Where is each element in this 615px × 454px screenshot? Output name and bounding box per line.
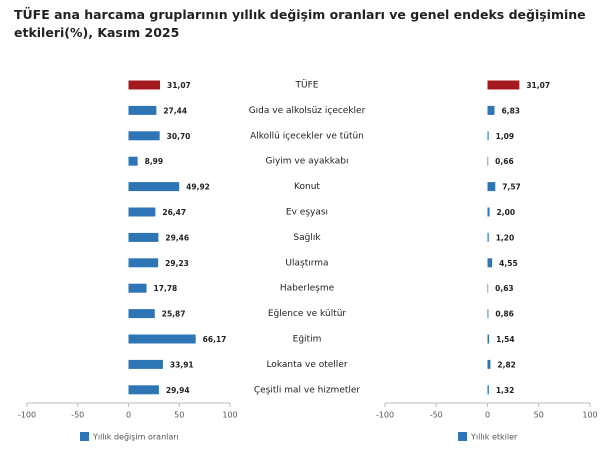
x-tick-label: 50 xyxy=(534,411,544,420)
category-label: Konut xyxy=(294,182,320,192)
value-label: 0,66 xyxy=(495,157,514,166)
category-label: Haberleşme xyxy=(280,284,335,294)
x-tick-label: -50 xyxy=(430,411,443,420)
bar xyxy=(128,334,196,344)
value-label: 31,07 xyxy=(167,81,191,90)
value-label: 33,91 xyxy=(170,360,194,369)
bar xyxy=(128,258,159,268)
value-label: 1,54 xyxy=(496,335,515,344)
category-label: Sağlık xyxy=(293,233,321,243)
x-tick-label: -100 xyxy=(18,411,36,420)
legend-swatch xyxy=(458,432,467,441)
bar xyxy=(128,105,157,115)
bar xyxy=(128,359,163,369)
bar xyxy=(487,156,489,166)
x-tick-label: 50 xyxy=(174,411,184,420)
value-label: 1,32 xyxy=(496,386,515,395)
bar xyxy=(487,258,493,268)
bar xyxy=(487,359,491,369)
category-label: Alkollü içecekler ve tütün xyxy=(250,131,364,141)
value-label: 66,17 xyxy=(203,335,227,344)
bar xyxy=(487,309,489,319)
bar xyxy=(128,80,161,90)
bar xyxy=(128,156,138,166)
bar xyxy=(487,283,489,293)
bar xyxy=(487,232,489,242)
bar xyxy=(128,283,147,293)
category-label: TÜFE xyxy=(295,80,319,91)
legend-label: Yıllık değişim oranları xyxy=(92,433,179,442)
category-label: Çeşitli mal ve hizmetler xyxy=(254,385,361,395)
category-label: Ulaştırma xyxy=(285,258,328,268)
legend-swatch xyxy=(80,432,89,441)
legend-label: Yıllık etkiler xyxy=(470,433,518,442)
value-label: 31,07 xyxy=(526,81,550,90)
bar xyxy=(128,182,180,192)
x-tick-label: -100 xyxy=(376,411,394,420)
category-label: Giyim ve ayakkabı xyxy=(265,157,348,167)
chart-title: TÜFE ana harcama gruplarının yıllık deği… xyxy=(14,7,586,40)
value-label: 26,47 xyxy=(162,208,186,217)
category-label: Eğlence ve kültür xyxy=(268,309,347,319)
category-label: Lokanta ve oteller xyxy=(266,360,347,370)
bar xyxy=(487,207,490,217)
x-tick-label: -50 xyxy=(71,411,84,420)
value-label: 2,82 xyxy=(497,360,516,369)
bar xyxy=(128,385,159,395)
x-tick-label: 100 xyxy=(222,411,237,420)
bar xyxy=(487,80,520,90)
bar xyxy=(128,207,156,217)
bar xyxy=(128,131,160,141)
bar xyxy=(487,182,496,192)
bar xyxy=(487,105,495,115)
bar xyxy=(128,309,155,319)
value-label: 0,63 xyxy=(495,284,514,293)
value-label: 7,57 xyxy=(502,183,521,192)
bar xyxy=(128,232,159,242)
value-label: 8,99 xyxy=(145,157,164,166)
bar xyxy=(487,385,489,395)
value-label: 25,87 xyxy=(162,310,186,319)
category-label: Gıda ve alkolsüz içecekler xyxy=(249,106,366,116)
value-label: 17,78 xyxy=(154,284,178,293)
category-label: Ev eşyası xyxy=(286,208,328,218)
x-tick-label: 0 xyxy=(485,411,490,420)
value-label: 1,20 xyxy=(496,233,515,242)
value-label: 6,83 xyxy=(502,106,521,115)
x-tick-label: 100 xyxy=(582,411,597,420)
value-label: 2,00 xyxy=(497,208,516,217)
value-label: 4,55 xyxy=(499,259,518,268)
bar xyxy=(487,131,489,141)
x-tick-label: 0 xyxy=(126,411,131,420)
value-label: 0,86 xyxy=(495,310,514,319)
value-label: 49,92 xyxy=(186,183,210,192)
value-label: 27,44 xyxy=(163,106,187,115)
value-label: 30,70 xyxy=(167,132,191,141)
bar xyxy=(487,334,490,344)
value-label: 29,46 xyxy=(165,233,189,242)
value-label: 29,94 xyxy=(166,386,190,395)
category-label: Eğitim xyxy=(293,335,322,345)
value-label: 29,23 xyxy=(165,259,189,268)
value-label: 1,09 xyxy=(496,132,515,141)
